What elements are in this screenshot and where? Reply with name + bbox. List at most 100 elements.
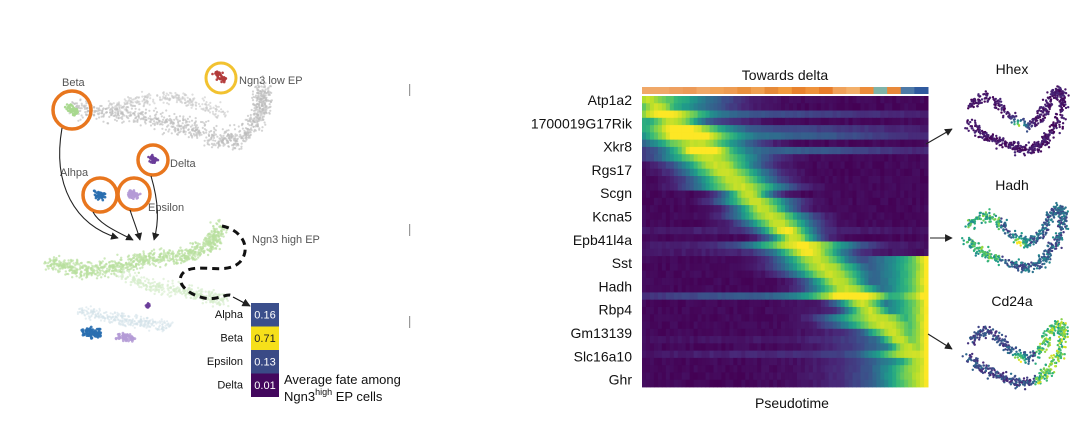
heatmap-cell — [661, 117, 667, 126]
grey-cell — [234, 141, 237, 144]
heatmap-cell — [900, 270, 905, 279]
heatmap-cell — [848, 256, 854, 264]
heatmap-cell — [733, 248, 738, 257]
heatmap-cell — [832, 248, 838, 257]
heatmap-cell — [872, 241, 877, 250]
grey-cell — [143, 98, 146, 101]
mixed-cell — [168, 325, 171, 328]
grey-cell — [146, 102, 149, 105]
heatmap-cell — [745, 234, 750, 242]
heatmap-cell — [757, 212, 762, 221]
heatmap-cell — [820, 263, 826, 272]
heatmap-cell — [773, 197, 778, 206]
green-cell — [127, 258, 130, 261]
heatmap-cell — [785, 168, 790, 177]
pale-green-cell — [162, 287, 165, 290]
heatmap-cell — [864, 110, 869, 119]
grey-cell — [256, 111, 259, 114]
heatmap-cell — [773, 161, 778, 170]
grey-cell — [134, 100, 137, 103]
heatmap-cell — [701, 161, 707, 170]
heatmap-cell — [757, 241, 762, 250]
heatmap-cell — [737, 161, 742, 170]
grey-cell — [184, 121, 187, 124]
heatmap-cell — [840, 205, 846, 213]
heatmap-cell — [852, 96, 857, 104]
grey-cell — [215, 124, 218, 128]
grey-cell — [212, 106, 215, 109]
heatmap-cell — [705, 139, 711, 148]
heatmap-cells — [642, 96, 929, 388]
heatmap-cell — [661, 146, 667, 155]
heatmap-cell — [721, 248, 726, 257]
green-cell — [212, 236, 215, 240]
heatmap-cell — [701, 176, 707, 184]
heatmap-cell — [788, 176, 794, 184]
heatmap-cell — [816, 154, 822, 162]
heatmap-cell — [852, 263, 857, 272]
pale-green-cell — [136, 279, 140, 282]
heatmap-cell — [856, 219, 861, 228]
heatmap-cell — [892, 154, 897, 162]
grey-cell — [213, 128, 216, 131]
heatmap-cell — [892, 219, 897, 228]
grey-cell — [117, 101, 121, 104]
grey-cell — [162, 101, 165, 104]
epsilon-cell — [133, 195, 137, 198]
green-cell — [64, 263, 67, 266]
heatmap-cell — [884, 197, 889, 206]
heatmap-cell — [796, 248, 802, 257]
heatmap-cell — [785, 132, 790, 141]
heatmap-cell — [828, 146, 834, 155]
grey-cell — [180, 100, 183, 103]
grey-cell — [115, 109, 118, 112]
green-cell — [132, 265, 135, 268]
grey-cell — [134, 107, 137, 110]
heatmap-cell — [844, 197, 850, 206]
heatmap-cell — [924, 256, 929, 264]
heatmap-cell — [924, 117, 929, 126]
mixed-cell — [149, 322, 152, 325]
heatmap-cell — [848, 110, 854, 119]
stripe-segment — [805, 87, 820, 94]
mixed-cell — [87, 315, 90, 318]
heatmap-cell — [713, 96, 718, 104]
heatmap-cell — [836, 241, 842, 250]
green-cell — [66, 262, 69, 266]
heatmap-cell — [749, 183, 754, 191]
grey-cell — [252, 102, 255, 105]
heatmap-cell — [916, 139, 921, 148]
heatmap-cell — [773, 154, 778, 162]
heatmap-cell — [757, 132, 762, 141]
grey-cell — [184, 126, 188, 129]
heatmap-cell — [665, 161, 671, 170]
green-cell — [213, 243, 216, 246]
heatmap-cell — [880, 256, 885, 264]
heatmap-cell — [685, 132, 691, 141]
heatmap-cell — [649, 103, 655, 111]
grey-cell — [255, 85, 258, 88]
mixed-cell — [114, 319, 117, 322]
grey-cell — [183, 97, 186, 100]
heatmap-cell — [653, 248, 659, 257]
heatmap-cell — [848, 132, 854, 141]
alpha-cell — [96, 335, 100, 339]
heatmap-cell — [924, 183, 929, 191]
grey-cell — [202, 99, 205, 102]
heatmap-cell — [769, 96, 774, 104]
heatmap-cell — [741, 96, 746, 104]
heatmap-cell — [669, 212, 675, 221]
heatmap-cell — [848, 96, 854, 104]
grey-cell — [110, 112, 113, 115]
heatmap-cell — [642, 110, 647, 119]
heatmap-cell — [765, 183, 770, 191]
heatmap-cell — [745, 226, 750, 235]
grey-cell — [123, 108, 126, 111]
grey-cell — [122, 120, 125, 123]
stripe-segment — [900, 87, 915, 94]
grey-cell — [194, 125, 197, 128]
heatmap-cell — [916, 146, 921, 155]
heatmap-cell — [749, 190, 754, 199]
grey-cell — [263, 97, 266, 100]
heatmap-cell — [812, 241, 818, 250]
